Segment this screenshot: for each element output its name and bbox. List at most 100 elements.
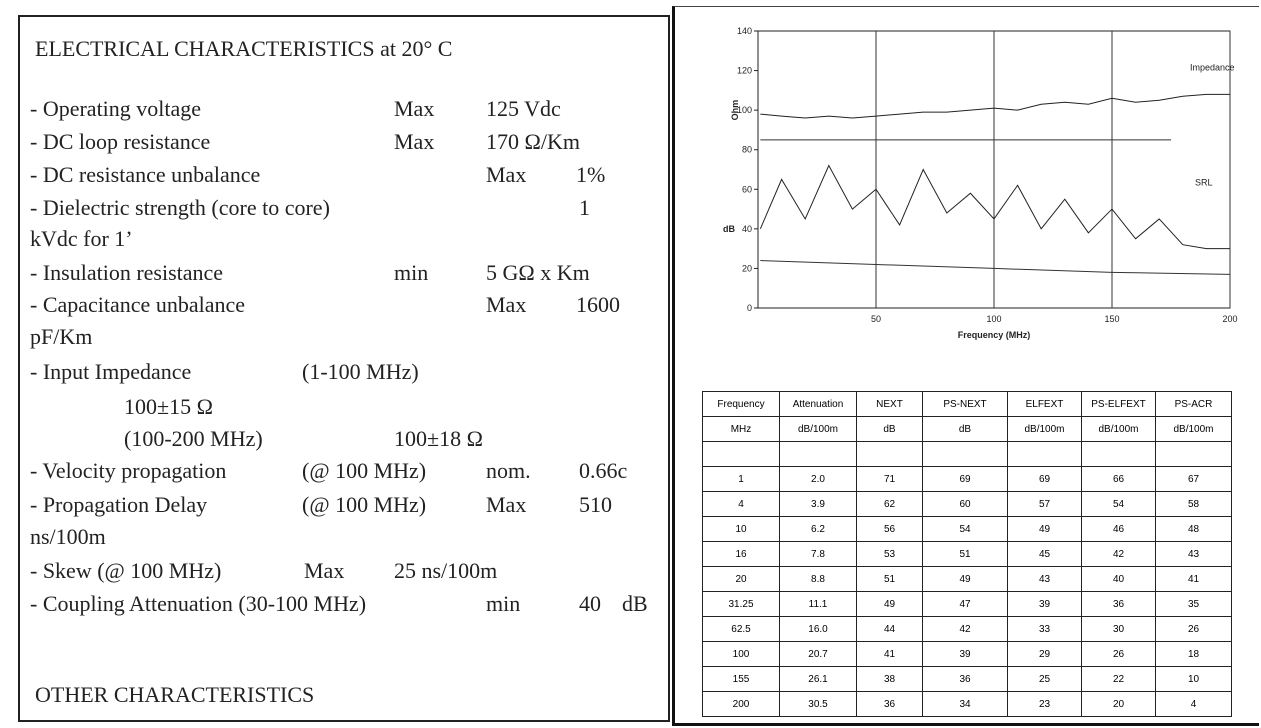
table-cell: 33 [1007,616,1082,642]
table-cell: 200 [702,691,780,717]
table-cell: 3.9 [779,491,857,517]
table-cell: PS-ELFEXT [1081,391,1156,417]
table-cell: 48 [1155,516,1232,542]
table-cell: 20 [1081,691,1156,717]
table-cell [779,441,857,467]
table-cell: ELFEXT [1007,391,1082,417]
table-cell: 67 [1155,466,1232,492]
table-cell: 4 [702,491,780,517]
spec-text: 1 [579,195,590,220]
table-cell: 7.8 [779,541,857,567]
table-row: 4 3.9 62 60 57 54 58 [702,491,1232,517]
table-cell: dB/100m [1081,416,1156,442]
spec-text: 40 [579,591,601,616]
spec-text: min [486,591,521,616]
spec-text: 1% [576,162,606,187]
table-cell: 51 [922,541,1008,567]
spec-text: - Operating voltage [30,96,202,121]
spec-text: - Coupling Attenuation (30-100 MHz) [30,591,367,616]
table-cell: PS-ACR [1155,391,1232,417]
spec-text: (100-200 MHz) [124,426,263,451]
y-tick-label: 40 [742,224,752,234]
section-title: ELECTRICAL CHARACTERISTICS at 20° C [35,36,453,61]
table-row [702,441,1232,467]
table-cell: 30.5 [779,691,857,717]
spec-text: Max [486,292,527,317]
table-cell: dB [856,416,923,442]
spec-text: Max [486,162,527,187]
table-cell: 1 [702,466,780,492]
y-tick-label: 140 [737,26,752,36]
spec-text: - DC resistance unbalance [30,162,261,187]
table-row: 100 20.7 41 39 29 26 18 [702,641,1232,667]
spec-text: kVdc for 1’ [30,226,133,251]
table-cell: 62.5 [702,616,780,642]
table-cell: 49 [1007,516,1082,542]
series-label: SRL [1195,177,1213,187]
table-cell: 6.2 [779,516,857,542]
table-cell: 100 [702,641,780,667]
table-cell: 10 [702,516,780,542]
table-cell: 39 [1007,591,1082,617]
table-cell: 16 [702,541,780,567]
table-row: 16 7.8 53 51 45 42 43 [702,541,1232,567]
table-cell: 36 [856,691,923,717]
spec-text: - Capacitance unbalance [30,292,245,317]
spec-text: min [394,260,429,285]
spec-text: - Skew (@ 100 MHz) [30,558,222,583]
table-cell: 46 [1081,516,1156,542]
spec-text: dB [622,591,648,616]
table-cell: 66 [1081,466,1156,492]
spec-text: - Velocity propagation [30,458,227,483]
spec-text: nom. [486,458,531,483]
spec-text: (1-100 MHz) [302,359,419,384]
table-cell: 2.0 [779,466,857,492]
table-row: 62.5 16.0 44 42 33 30 26 [702,616,1232,642]
spec-text: - Propagation Delay [30,492,208,517]
electrical-panel: ELECTRICAL CHARACTERISTICS at 20° C - Ope… [18,15,670,722]
table-cell: 40 [1081,566,1156,592]
table-row: 200 30.5 36 34 23 20 4 [702,691,1232,717]
table-cell: 26 [1081,641,1156,667]
y-tick-label: 120 [737,66,752,76]
data-table: Frequency Attenuation NEXT PS-NEXT ELFEXT PS-… [702,391,1232,717]
spec-text: 100±18 Ω [394,426,483,451]
table-cell: 49 [922,566,1008,592]
table-cell [856,441,923,467]
table-cell: 57 [1007,491,1082,517]
series-label: Impedance [1190,63,1235,73]
table-cell: 26.1 [779,666,857,692]
table-cell: 47 [922,591,1008,617]
table-cell: 62 [856,491,923,517]
table-cell: 53 [856,541,923,567]
x-tick-label: 100 [986,314,1001,324]
table-cell: Attenuation [779,391,857,417]
y-tick-label: 60 [742,184,752,194]
table-row: MHz dB/100m dB dB dB/100m dB/100m dB/100m [702,416,1232,442]
series-line [760,260,1231,275]
table-cell: 35 [1155,591,1232,617]
x-tick-label: 200 [1222,314,1237,324]
table-cell: dB/100m [779,416,857,442]
table-cell: dB/100m [1007,416,1082,442]
series-line [759,164,1230,250]
table-cell: 69 [1007,466,1082,492]
y-tick-label: 80 [742,145,752,155]
spec-text: Max [304,558,345,583]
chart: 0 20 40 60 80 100 120 140 50 100 150 200 Frequency (… [723,26,1238,340]
table-cell: 34 [922,691,1008,717]
spec-text: - DC loop resistance [30,129,211,154]
table-cell: 58 [1155,491,1232,517]
table-cell [1007,441,1082,467]
spec-text: (@ 100 MHz) [302,458,427,483]
table-cell: 60 [922,491,1008,517]
table-cell [1155,441,1232,467]
table-cell: 49 [856,591,923,617]
table-cell: 39 [922,641,1008,667]
table-cell: MHz [702,416,780,442]
table-cell: 43 [1155,541,1232,567]
table-cell: 56 [856,516,923,542]
table-cell [702,441,780,467]
table-row: 10 6.2 56 54 49 46 48 [702,516,1232,542]
table-cell: 51 [856,566,923,592]
